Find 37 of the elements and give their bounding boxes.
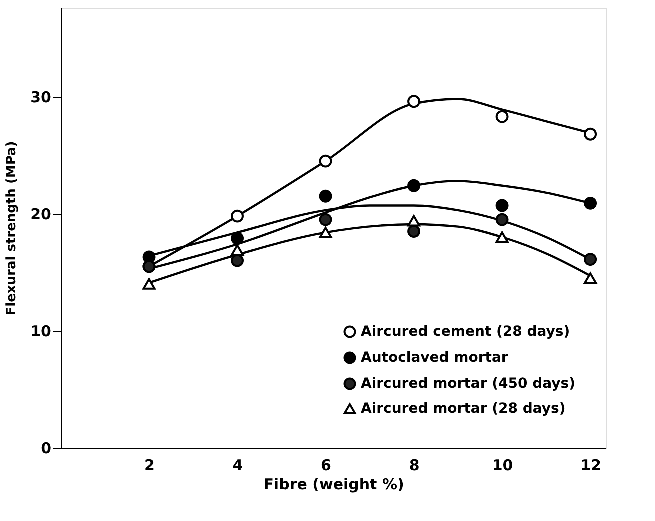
y-tick-label: 0 xyxy=(41,440,52,458)
point xyxy=(408,179,421,192)
y-tick-label: 30 xyxy=(30,88,52,106)
legend-label: Aircured mortar (28 days) xyxy=(361,401,566,417)
x-tick-label: 8 xyxy=(409,456,420,474)
point xyxy=(584,128,598,141)
x-tick-label: 12 xyxy=(580,456,602,474)
point xyxy=(231,210,244,223)
point xyxy=(319,154,332,168)
point xyxy=(584,272,598,284)
legend-label: Aircured mortar (450 days) xyxy=(361,376,576,392)
point xyxy=(319,213,332,226)
point xyxy=(408,225,421,238)
point xyxy=(231,254,244,268)
x-tick-label: 2 xyxy=(144,456,155,474)
point xyxy=(584,196,598,210)
point xyxy=(319,190,332,203)
legend-label: Autoclaved mortar xyxy=(361,350,508,366)
legend-label: Aircured cement (28 days) xyxy=(361,324,570,340)
point xyxy=(496,110,509,124)
point xyxy=(496,199,509,212)
point xyxy=(231,244,244,256)
y-axis-title: Flexural strength (MPa) xyxy=(4,141,20,316)
point xyxy=(584,253,598,266)
x-tick-label: 10 xyxy=(492,456,514,474)
y-tick-label: 10 xyxy=(30,322,52,340)
point xyxy=(231,232,244,245)
x-axis-title: Fibre (weight %) xyxy=(264,476,404,494)
point xyxy=(496,213,509,226)
y-tick-label: 20 xyxy=(30,205,52,224)
point xyxy=(408,215,421,227)
point xyxy=(496,232,509,244)
point xyxy=(142,278,156,290)
x-tick-label: 4 xyxy=(232,456,244,474)
x-tick-label: 6 xyxy=(321,456,332,474)
point xyxy=(319,226,332,238)
point xyxy=(408,95,421,108)
